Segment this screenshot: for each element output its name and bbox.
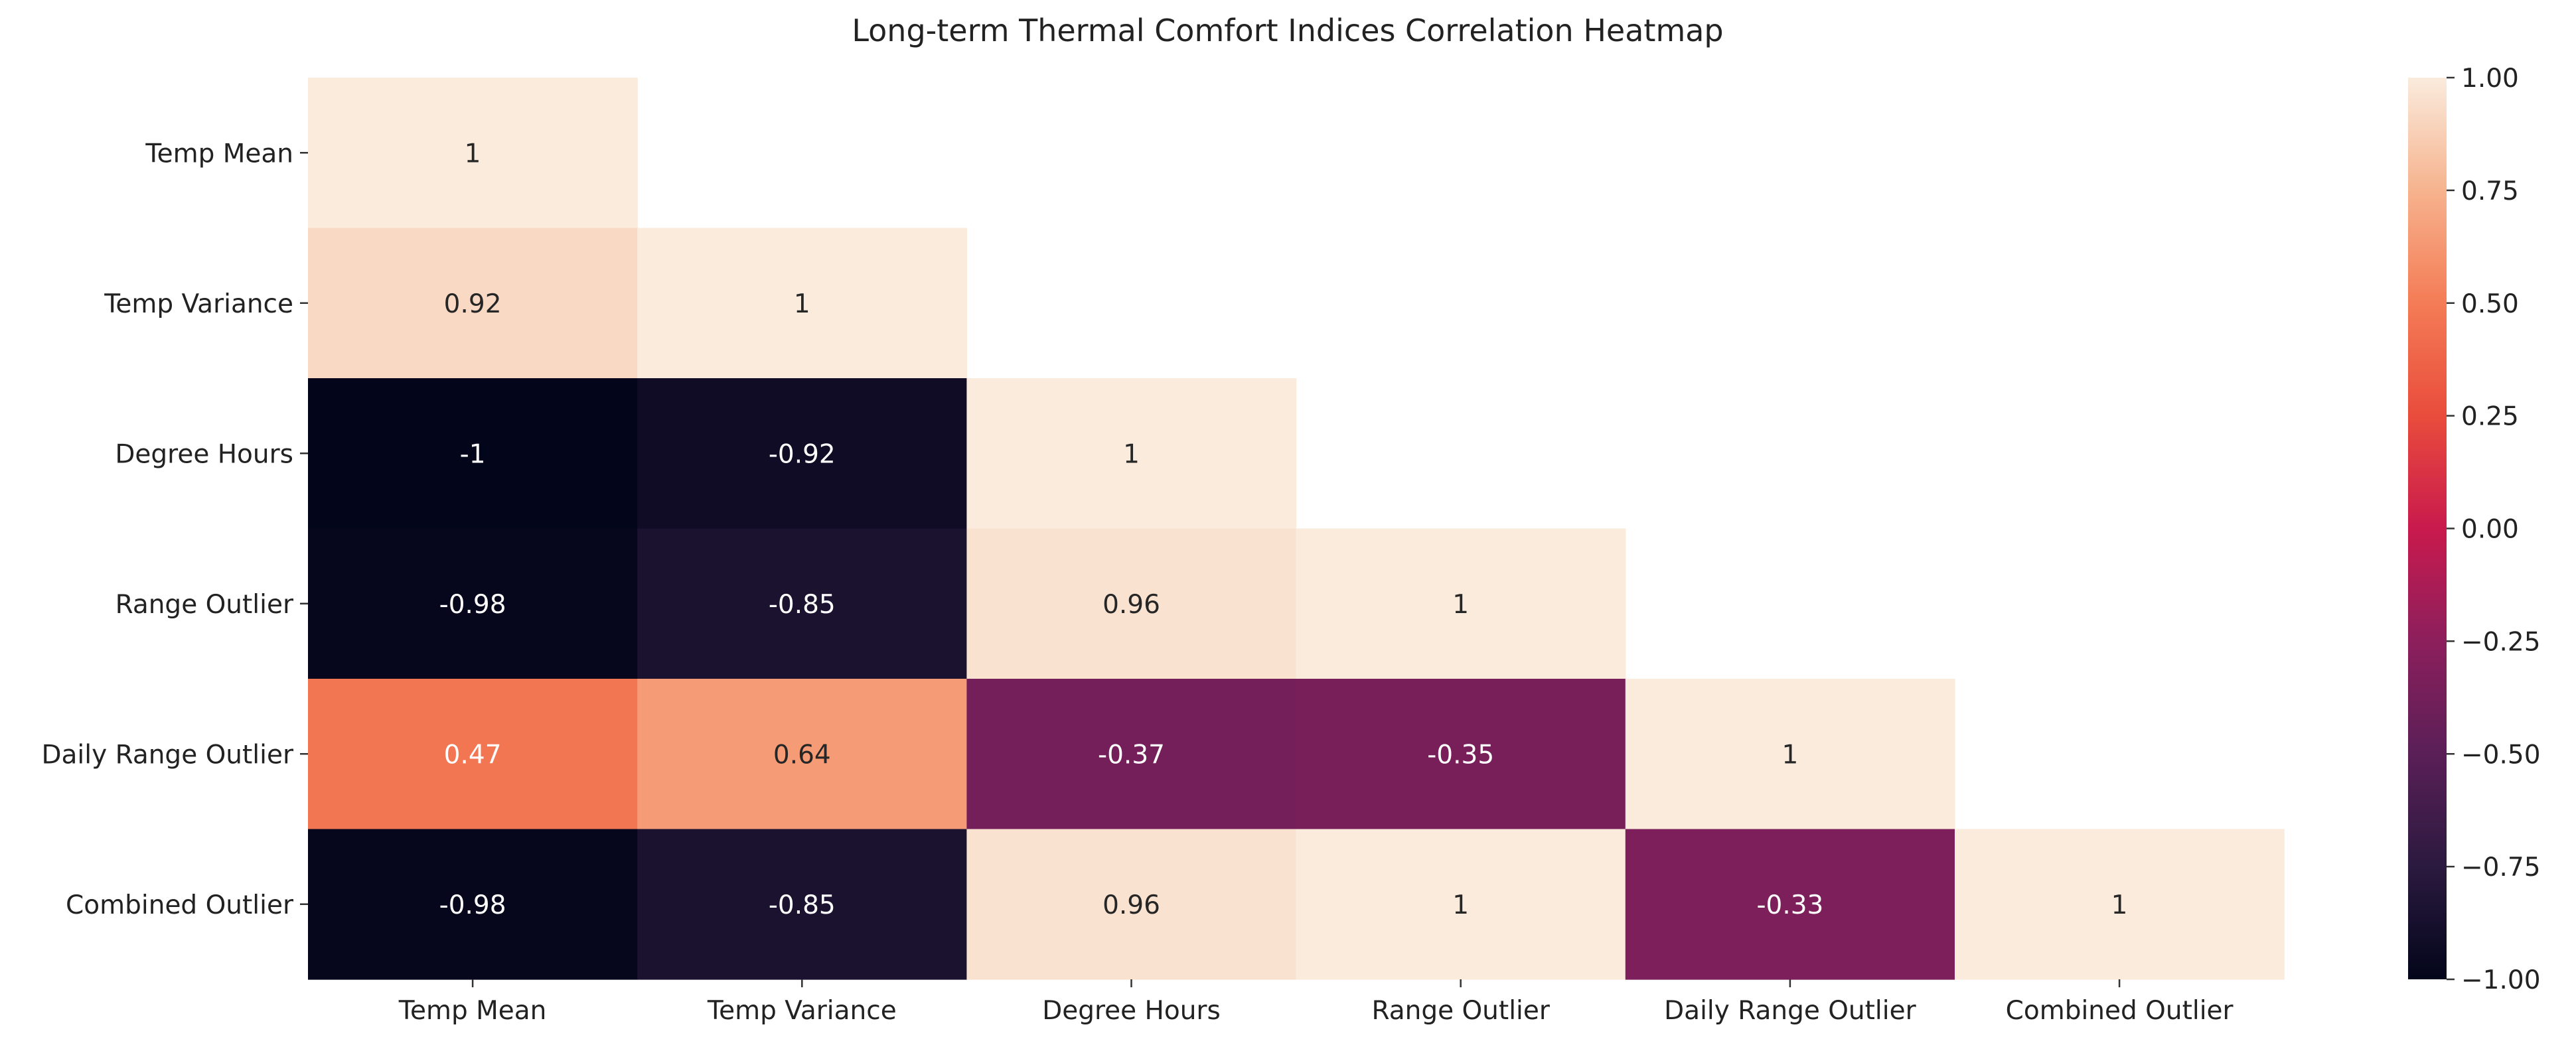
cell-value-label: -0.35 [1427, 740, 1494, 770]
colorbar-tick-label: −1.00 [2461, 965, 2541, 995]
heatmap-cell [308, 378, 638, 529]
cell-value-label: 0.96 [1102, 590, 1160, 620]
cell-value-label: -0.98 [439, 590, 506, 620]
cell-value-label: -0.85 [769, 890, 836, 920]
heatmap-cell [308, 679, 638, 830]
colorbar [2408, 78, 2447, 979]
heatmap-cell [308, 78, 638, 229]
cell-value-label: -1 [460, 439, 486, 469]
colorbar-tick-label: 0.50 [2461, 289, 2519, 319]
x-tick-label: Range Outlier [1371, 996, 1550, 1026]
x-tick-label: Temp Mean [398, 996, 547, 1026]
heatmap-cell [1625, 829, 1955, 980]
cell-value-label: 1 [1123, 439, 1140, 469]
x-tick-label: Degree Hours [1042, 996, 1221, 1026]
x-axis: Temp Mean Temp Variance Degree Hours Range … [398, 979, 2234, 1026]
heatmap-cell [966, 679, 1297, 830]
colorbar-ticks: 1.00 0.75 0.50 0.25 0.00 −0.25 −0.50 −0.75 −1.00 [2447, 64, 2541, 995]
colorbar-tick-label: −0.75 [2461, 853, 2541, 882]
heatmap-cell [308, 228, 638, 379]
heatmap-cell [308, 528, 638, 679]
x-tick-label: Combined Outlier [2006, 996, 2234, 1026]
heatmap-cell [637, 679, 967, 830]
colorbar-tick-label: −0.25 [2461, 627, 2541, 657]
y-axis: Temp Mean Temp Variance Degree Hours Range … [42, 139, 308, 920]
heatmap-cell [637, 528, 967, 679]
heatmap-cells [308, 78, 2285, 980]
cell-value-label: -0.33 [1756, 890, 1823, 920]
colorbar-tick-label: 0.25 [2461, 402, 2519, 432]
cell-value-label: -0.98 [439, 890, 506, 920]
y-tick-label: Degree Hours [115, 439, 293, 469]
cell-value-label: 1 [2111, 890, 2128, 920]
cell-value-label: -0.37 [1098, 740, 1165, 770]
cell-value-label: 1 [465, 139, 481, 169]
y-tick-label: Range Outlier [115, 590, 294, 620]
cell-value-label: -0.92 [769, 439, 836, 469]
heatmap-cell [637, 829, 967, 980]
heatmap-cell [637, 378, 967, 529]
heatmap-cell [966, 378, 1297, 529]
colorbar-tick-label: 1.00 [2461, 64, 2519, 94]
heatmap-annotations: 1 0.92 1 -1 -0.92 1 -0.98 -0.85 0.96 1 0.47 0.64 -0.… [439, 139, 2128, 920]
x-tick-label: Temp Variance [707, 996, 897, 1026]
cell-value-label: 0.92 [444, 289, 502, 319]
y-tick-label: Temp Mean [145, 139, 293, 169]
heatmap-cell [966, 829, 1297, 980]
heatmap-cell [1296, 829, 1626, 980]
cell-value-label: 1 [1781, 740, 1798, 770]
cell-value-label: 0.96 [1102, 890, 1160, 920]
cell-value-label: -0.85 [769, 590, 836, 620]
colorbar-tick-label: −0.50 [2461, 740, 2541, 770]
heatmap-cell [1296, 528, 1626, 679]
heatmap-cell [308, 829, 638, 980]
cell-value-label: 0.47 [444, 740, 502, 770]
cell-value-label: 1 [1452, 590, 1469, 620]
cell-value-label: 1 [1452, 890, 1469, 920]
chart-title: Long-term Thermal Comfort Indices Correl… [852, 13, 1723, 48]
y-tick-label: Daily Range Outlier [42, 740, 294, 770]
y-tick-label: Temp Variance [104, 289, 293, 319]
cell-value-label: 0.64 [773, 740, 831, 770]
colorbar-tick-label: 0.00 [2461, 515, 2519, 545]
x-tick-label: Daily Range Outlier [1664, 996, 1916, 1026]
y-tick-label: Combined Outlier [66, 890, 294, 920]
cell-value-label: 1 [794, 289, 810, 319]
heatmap-cell [637, 228, 967, 379]
colorbar-tick-label: 0.75 [2461, 176, 2519, 206]
heatmap-cell [1296, 679, 1626, 830]
heatmap-cell [966, 528, 1297, 679]
heatmap-cell [1625, 679, 1955, 830]
heatmap-cell [1955, 829, 2285, 980]
